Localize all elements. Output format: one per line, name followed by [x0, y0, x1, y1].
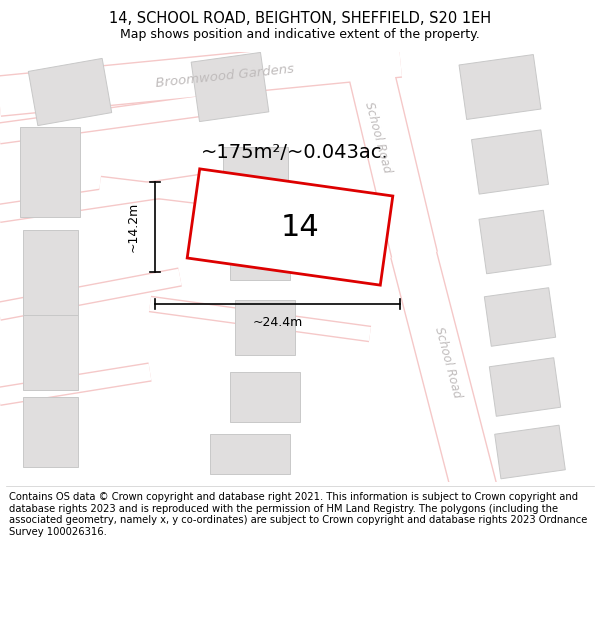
Polygon shape — [210, 434, 290, 474]
Polygon shape — [459, 54, 541, 119]
Polygon shape — [20, 127, 80, 217]
Polygon shape — [223, 146, 287, 201]
Text: School Road: School Road — [432, 325, 464, 399]
Polygon shape — [494, 425, 565, 479]
Polygon shape — [28, 58, 112, 126]
Polygon shape — [472, 130, 548, 194]
Polygon shape — [230, 372, 300, 422]
Polygon shape — [230, 224, 290, 279]
Polygon shape — [23, 314, 77, 389]
Polygon shape — [187, 169, 393, 285]
Text: ~14.2m: ~14.2m — [127, 202, 139, 252]
Text: 14, SCHOOL ROAD, BEIGHTON, SHEFFIELD, S20 1EH: 14, SCHOOL ROAD, BEIGHTON, SHEFFIELD, S2… — [109, 11, 491, 26]
Polygon shape — [235, 299, 295, 354]
Text: Map shows position and indicative extent of the property.: Map shows position and indicative extent… — [120, 28, 480, 41]
Text: ~24.4m: ~24.4m — [253, 316, 302, 329]
Polygon shape — [484, 288, 556, 346]
Polygon shape — [23, 397, 77, 467]
Polygon shape — [479, 210, 551, 274]
Text: 14: 14 — [281, 213, 319, 241]
Text: School Road: School Road — [362, 100, 394, 174]
Polygon shape — [23, 229, 77, 314]
Text: Broomwood Gardens: Broomwood Gardens — [155, 62, 295, 90]
Polygon shape — [490, 357, 560, 416]
Polygon shape — [191, 52, 269, 122]
Text: ~175m²/~0.043ac.: ~175m²/~0.043ac. — [201, 142, 389, 161]
Text: Contains OS data © Crown copyright and database right 2021. This information is : Contains OS data © Crown copyright and d… — [9, 492, 587, 537]
